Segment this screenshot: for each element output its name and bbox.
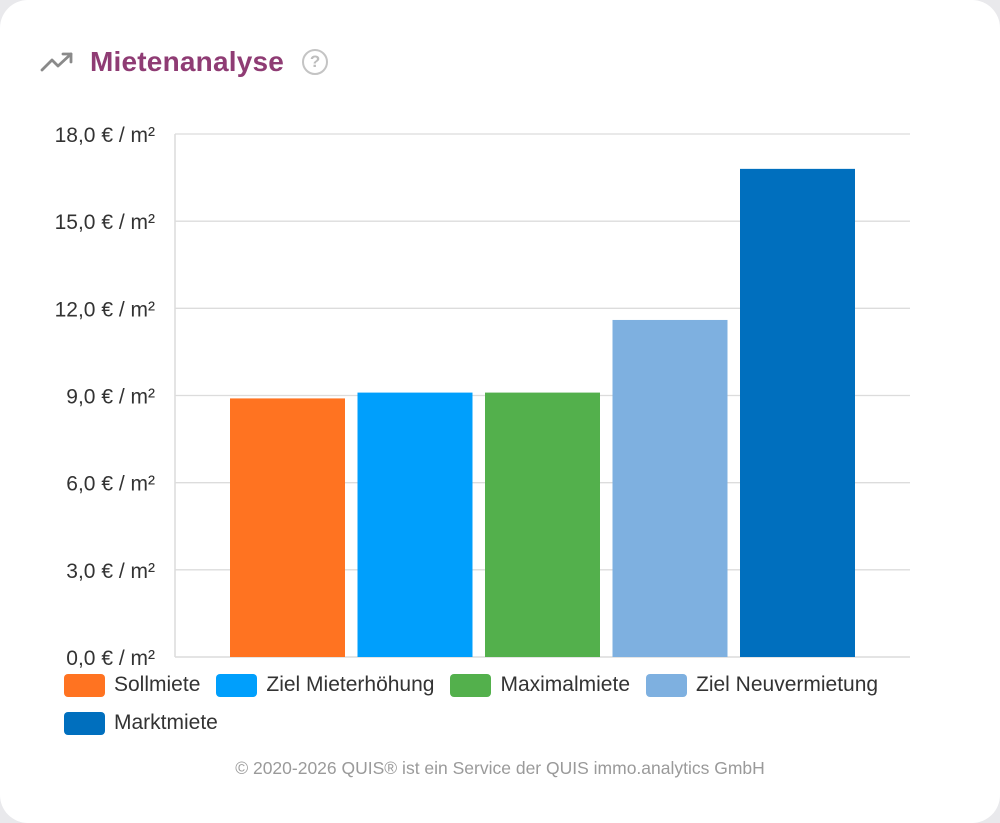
legend-swatch: [64, 673, 105, 697]
legend-item[interactable]: Maximalmiete: [450, 672, 630, 698]
legend-label: Ziel Mieterhöhung: [266, 673, 435, 696]
legend-swatch: [450, 673, 492, 697]
y-tick-label: 9,0 € / m²: [66, 386, 155, 409]
bar-1: [230, 398, 345, 657]
legend-label: Ziel Neuvermietung: [696, 673, 879, 696]
legend-swatch: [646, 673, 687, 697]
y-tick-label: 0,0 € / m²: [66, 647, 155, 670]
y-tick-label: 12,0 € / m²: [55, 298, 155, 321]
bar-3: [485, 392, 600, 657]
card-title: Mietenanalyse: [90, 46, 285, 77]
legend-item[interactable]: Marktmiete: [64, 710, 218, 736]
help-circle-icon[interactable]: ?: [302, 49, 329, 75]
chart-legend: Sollmiete Ziel Mieterhöhung Maximalmiete Zi…: [64, 672, 964, 736]
legend-item[interactable]: Ziel Mieterhöhung: [216, 672, 434, 698]
y-tick-label: 3,0 € / m²: [66, 560, 155, 583]
bar-4: [612, 319, 728, 657]
y-tick-label: 6,0 € / m²: [66, 473, 155, 496]
bar-5: [740, 168, 855, 657]
y-tick-label: 18,0 € / m²: [55, 124, 155, 147]
legend-label: Sollmiete: [114, 673, 201, 696]
y-tick-label: 15,0 € / m²: [55, 211, 155, 234]
legend-swatch: [64, 711, 105, 735]
legend-swatch: [216, 673, 258, 697]
legend-label: Marktmiete: [114, 711, 218, 734]
bar-2: [357, 392, 473, 657]
legend-item[interactable]: Ziel Neuvermietung: [646, 672, 878, 698]
legend-item[interactable]: Sollmiete: [64, 672, 200, 698]
copyright-footer: © 2020-2026 QUIS® ist ein Service der QU…: [235, 758, 765, 778]
trending-up-icon: [40, 52, 73, 72]
card-header: Mietenanalyse ?: [40, 42, 329, 82]
legend-label: Maximalmiete: [500, 673, 630, 696]
